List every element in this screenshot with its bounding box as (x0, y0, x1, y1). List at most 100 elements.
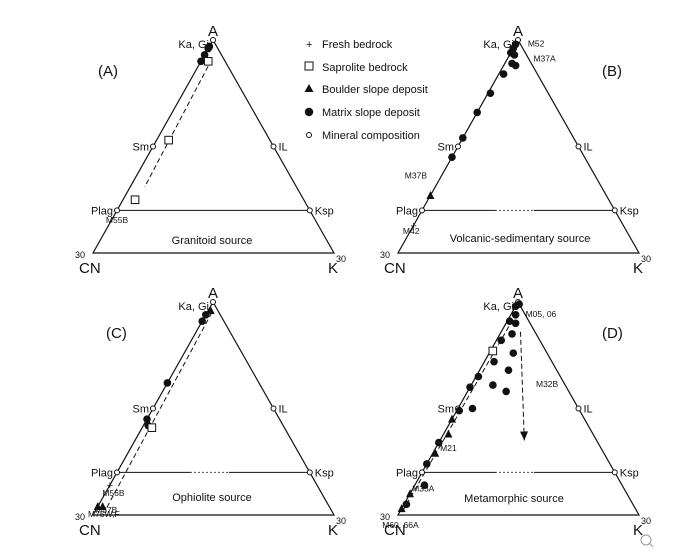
sample-label-m57b: M57B (95, 505, 118, 515)
vertex-label-k: K (328, 522, 338, 539)
mineral-label-il: IL (584, 404, 593, 416)
mineral-label-ka-gi: Ka, Gi (178, 39, 209, 51)
data-point-dot (499, 70, 508, 78)
sample-label-m52: M52 (528, 38, 545, 48)
panel-caption: Metamorphic source (464, 493, 564, 505)
triangle-outline (91, 38, 336, 254)
panel-caption: Ophiolite source (172, 492, 252, 504)
vertex-label-cn: CN (79, 522, 101, 539)
data-point-dot (511, 61, 520, 70)
data-point-square (488, 346, 498, 356)
data-point-dot (474, 372, 483, 381)
data-point-triangle (426, 190, 435, 199)
legend-plus-icon: + (306, 39, 312, 51)
data-point-dot (423, 460, 431, 468)
tick-label-left: 30 (75, 250, 85, 260)
panel-caption: Volcanic-sedimentary source (450, 233, 591, 245)
tick-label-right: 30 (336, 516, 346, 526)
mineral-label-il: IL (279, 142, 288, 154)
mineral-label-ksp: Ksp (620, 467, 639, 479)
panel-label: (D) (602, 325, 623, 342)
triangle-outline (91, 300, 336, 516)
data-point-dot (497, 336, 506, 345)
data-point-dot (473, 108, 482, 117)
mineral-marker-il (270, 143, 277, 150)
data-point-dot (420, 481, 429, 489)
data-point-dot (508, 330, 516, 338)
mineral-marker-il (575, 405, 582, 412)
mineral-label-sm: Sm (133, 404, 150, 416)
sample-label-m37b: M37B (405, 170, 428, 180)
weathering-trend-line (144, 58, 213, 188)
legend-item-fresh-bedrock: + Fresh bedrock (306, 39, 393, 51)
mineral-label-ka-gi: Ka, Gi (178, 301, 209, 313)
data-point-triangle (448, 414, 456, 423)
data-point-dot (455, 406, 464, 415)
legend-label-saprolite-bedrock: Saprolite bedrock (322, 62, 408, 74)
data-point-dot (200, 51, 209, 59)
mineral-marker-sm (150, 143, 156, 150)
tick-label-left: 30 (380, 250, 390, 260)
vertex-label-a: A (513, 23, 523, 40)
data-point-dot (202, 310, 210, 319)
legend-label-matrix-slope-deposit: Matrix slope deposit (322, 107, 420, 119)
data-point-dot (509, 349, 518, 357)
data-point-square (130, 195, 140, 205)
sample-label-m37a: M37A (533, 53, 556, 63)
corner-icon (640, 534, 654, 548)
data-point-dot (468, 404, 477, 413)
sample-label-m21: M21 (440, 443, 457, 453)
legend-square-icon (304, 61, 314, 71)
sample-label-m05-06: M05, 06 (526, 309, 557, 319)
sample-label-m42: M42 (403, 226, 420, 236)
data-point-dot (502, 387, 510, 396)
panel-label: (C) (106, 325, 127, 342)
data-point-dot (435, 438, 443, 447)
mineral-marker-il (270, 405, 277, 412)
data-point-dot (504, 366, 513, 374)
mineral-label-ka-gi: Ka, Gi (483, 301, 514, 313)
mineral-label-plag: Plag (396, 467, 418, 479)
legend-label-fresh-bedrock: Fresh bedrock (322, 39, 393, 51)
data-point-plus: + (107, 480, 113, 492)
sample-label-m56b: M56B (102, 488, 125, 498)
vertex-label-a: A (208, 285, 218, 302)
vertex-label-k: K (633, 260, 643, 277)
mineral-marker-plag (419, 469, 425, 476)
legend: + Fresh bedrock Saprolite bedrock Boulde… (304, 39, 428, 142)
vertex-label-cn: CN (384, 522, 406, 539)
data-point-dot (486, 89, 495, 98)
mineral-label-plag: Plag (91, 205, 113, 217)
legend-dot-icon (304, 107, 314, 117)
mineral-label-il: IL (279, 404, 288, 416)
data-point-triangle (206, 306, 215, 315)
tick-label-right: 30 (336, 254, 346, 264)
data-point-dot (505, 317, 514, 325)
data-point-triangle (406, 489, 414, 498)
mineral-label-ksp: Ksp (315, 467, 334, 479)
mineral-marker-ksp (611, 469, 618, 476)
data-point-triangle (98, 501, 107, 510)
data-point-square (164, 135, 173, 145)
panel-label: (A) (98, 63, 118, 80)
mineral-label-sm: Sm (133, 142, 150, 154)
mineral-marker-ksp (611, 207, 618, 214)
mineral-marker-ka-gi (210, 299, 216, 305)
vertex-label-a: A (208, 23, 218, 40)
mineral-marker-plag (114, 469, 120, 476)
data-point-dot (163, 379, 172, 387)
mineral-marker-plag (114, 207, 120, 214)
trend-arrow-line (519, 331, 525, 441)
mineral-label-il: IL (584, 142, 593, 154)
data-point-dot (448, 153, 456, 161)
tick-label-right: 30 (641, 516, 651, 526)
mineral-label-sm: Sm (438, 142, 455, 154)
weathering-trend-line (105, 312, 213, 509)
legend-label-boulder-slope-deposit: Boulder slope deposit (322, 84, 428, 96)
data-point-dot (197, 57, 205, 66)
data-point-square (147, 423, 157, 432)
